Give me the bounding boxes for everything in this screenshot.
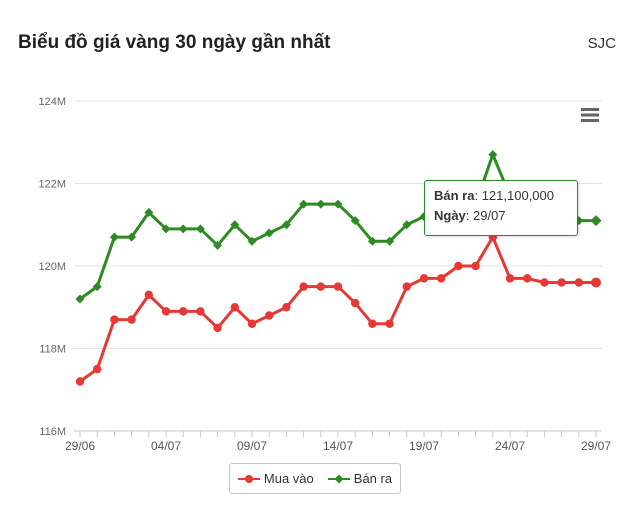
data-point[interactable] <box>402 220 412 230</box>
data-point[interactable] <box>109 232 119 242</box>
data-point[interactable] <box>144 207 154 217</box>
data-point[interactable] <box>505 274 515 283</box>
data-point[interactable] <box>264 228 274 238</box>
data-point[interactable] <box>179 307 188 316</box>
data-point[interactable] <box>316 282 325 291</box>
legend-item-sell[interactable]: Bán ra <box>327 471 393 486</box>
x-tick-label: 19/07 <box>409 439 439 453</box>
chart-tooltip: Bán ra: 121,100,000 Ngày: 29/07 <box>424 180 578 236</box>
legend-buy-label: Mua vào <box>263 471 314 486</box>
x-tick-label: 29/07 <box>581 439 611 453</box>
data-point[interactable] <box>144 290 153 300</box>
data-point[interactable] <box>523 274 532 283</box>
data-point[interactable] <box>161 224 171 234</box>
y-tick-label: 122M <box>38 179 66 191</box>
y-tick-label: 116M <box>39 426 66 438</box>
x-tick-label: 09/07 <box>237 439 267 453</box>
source-label: SJC <box>587 35 616 52</box>
data-point[interactable] <box>385 236 395 246</box>
series-buy <box>75 232 601 386</box>
axes: 116M 118M 120M 122M 124M 29/06 04/07 09/07 14/07… <box>38 96 611 453</box>
data-point[interactable] <box>385 319 394 328</box>
data-point[interactable] <box>350 216 360 226</box>
legend-sell-label: Bán ra <box>353 471 393 486</box>
data-point[interactable] <box>75 294 85 304</box>
data-point[interactable] <box>402 282 411 291</box>
data-point[interactable] <box>419 274 429 283</box>
tooltip-date: 29/07 <box>473 208 506 223</box>
data-point[interactable] <box>367 236 377 246</box>
data-point[interactable] <box>281 220 291 230</box>
tooltip-date-row: Ngày: 29/07 <box>434 208 506 223</box>
data-point[interactable] <box>92 282 102 292</box>
legend-item-buy[interactable]: Mua vào <box>237 471 314 486</box>
chart-legend: Mua vào Bán ra <box>229 463 401 494</box>
data-point[interactable] <box>351 298 360 308</box>
data-point[interactable] <box>161 307 171 316</box>
legend-buy-swatch <box>237 474 260 483</box>
data-point[interactable] <box>591 277 601 288</box>
data-point[interactable] <box>368 319 377 328</box>
data-point[interactable] <box>299 282 308 291</box>
data-point[interactable] <box>230 220 240 230</box>
data-point[interactable] <box>178 224 188 234</box>
data-point[interactable] <box>557 278 566 287</box>
data-point[interactable] <box>282 303 291 312</box>
y-tick-label: 118M <box>39 344 66 356</box>
data-point[interactable] <box>316 199 326 209</box>
data-point[interactable] <box>213 323 222 333</box>
data-point[interactable] <box>213 240 223 250</box>
tooltip-value: 121,100,000 <box>481 188 554 203</box>
data-point[interactable] <box>299 199 309 209</box>
data-point[interactable] <box>93 364 102 374</box>
data-point[interactable] <box>127 232 137 242</box>
tooltip-series-label: Bán ra <box>434 188 475 203</box>
tooltip-value-row: Bán ra: 121,100,000 <box>434 188 554 203</box>
data-point[interactable] <box>540 278 549 287</box>
y-tick-label: 120M <box>38 261 66 273</box>
series-line <box>79 235 596 383</box>
x-tick-label: 29/06 <box>65 439 95 453</box>
data-point[interactable] <box>110 315 119 324</box>
data-point[interactable] <box>195 224 205 234</box>
data-point[interactable] <box>574 278 583 287</box>
data-point[interactable] <box>333 282 343 291</box>
data-point[interactable] <box>590 215 602 227</box>
tooltip-date-label: Ngày <box>434 208 466 223</box>
data-point[interactable] <box>75 377 85 386</box>
data-point[interactable] <box>230 303 239 312</box>
data-point[interactable] <box>265 311 274 320</box>
data-point[interactable] <box>247 319 257 328</box>
hamburger-menu-icon[interactable] <box>578 104 604 126</box>
x-tick-label: 04/07 <box>151 439 181 453</box>
data-point[interactable] <box>247 236 257 246</box>
data-point[interactable] <box>437 274 446 283</box>
data-point[interactable] <box>196 307 205 316</box>
y-tick-label: 124M <box>38 96 66 108</box>
x-tick-label: 24/07 <box>495 439 525 453</box>
data-point[interactable] <box>471 261 480 271</box>
legend-sell-swatch <box>327 474 350 483</box>
x-tick-label: 14/07 <box>323 439 353 453</box>
data-point[interactable] <box>127 315 136 324</box>
chart-title: Biểu đồ giá vàng 30 ngày gần nhất <box>18 32 331 53</box>
grid-lines <box>74 100 602 432</box>
data-point[interactable] <box>333 199 343 209</box>
data-point[interactable] <box>454 261 463 271</box>
data-point[interactable] <box>488 150 498 160</box>
